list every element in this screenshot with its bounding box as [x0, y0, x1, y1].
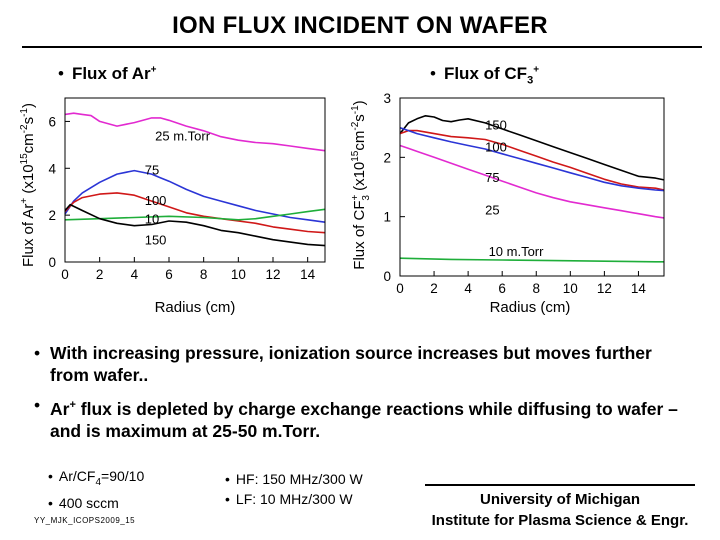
bullet-icon: •	[48, 494, 53, 511]
y-axis-label: Flux of CF+3 (x1015cm-2s-1)	[350, 100, 372, 269]
x-tick-label: 10	[231, 267, 246, 282]
x-tick-label: 12	[597, 281, 612, 296]
x-tick-label: 4	[464, 281, 472, 296]
y-tick-label: 4	[48, 161, 56, 176]
condition-item: • Ar/CF4=90/10	[48, 468, 145, 488]
y-tick-label: 1	[383, 210, 391, 225]
x-tick-label: 0	[396, 281, 404, 296]
plot-frame	[399, 97, 665, 277]
x-tick-label: 2	[430, 281, 438, 296]
institute-name: Institute for Plasma Science & Engr.	[431, 512, 689, 529]
x-tick-label: 4	[131, 267, 139, 282]
bullet-icon: •	[225, 471, 230, 487]
x-axis-label: Radius (cm)	[155, 299, 236, 316]
affiliation-rule	[425, 484, 695, 486]
title-underline	[22, 46, 702, 48]
y-tick-label: 6	[48, 114, 56, 129]
x-tick-label: 14	[631, 281, 647, 296]
x-tick-label: 10	[563, 281, 578, 296]
condition-item: • 400 sccm	[48, 494, 119, 511]
y-tick-label: 0	[383, 269, 391, 284]
x-tick-label: 8	[200, 267, 208, 282]
series-label: 150	[145, 233, 167, 248]
series-label: 10	[145, 212, 159, 227]
series-line	[399, 257, 664, 263]
series-line	[64, 112, 326, 152]
gas-conditions: • Ar/CF4=90/10 • 400 sccm	[48, 466, 144, 513]
bullet-icon: •	[48, 468, 53, 484]
affiliation: University of Michigan Institute for Pla…	[410, 489, 710, 531]
series-label: 100	[485, 140, 507, 155]
series-line	[399, 126, 665, 192]
series-line	[64, 208, 326, 221]
condition-item: • HF: 150 MHz/300 W	[225, 471, 363, 487]
x-axis-label: Radius (cm)	[490, 299, 571, 316]
finding-item: • With increasing pressure, ionization so…	[34, 343, 652, 385]
series-line	[64, 192, 326, 234]
series-label: 150	[485, 118, 507, 133]
y-tick-label: 0	[48, 255, 56, 270]
right-chart-heading: • Flux of CF3+	[430, 64, 540, 87]
condition-item: • LF: 10 MHz/300 W	[225, 491, 353, 507]
series-label: 25 m.Torr	[155, 128, 211, 143]
series-label: 75	[145, 162, 159, 177]
x-tick-label: 2	[96, 267, 104, 282]
bullet-icon: •	[34, 395, 41, 415]
y-tick-label: 3	[383, 91, 391, 106]
series-line	[64, 203, 326, 247]
slide-title: ION FLUX INCIDENT ON WAFER	[172, 12, 548, 39]
series-label: 10 m.Torr	[489, 244, 545, 259]
university-name: University of Michigan	[479, 491, 641, 508]
series-label: 25	[485, 203, 499, 218]
y-axis-label: Flux of Ar+ (x1015cm-2s-1)	[19, 103, 37, 267]
x-tick-label: 12	[265, 267, 280, 282]
slide-id: YY_MJK_ICOPS2009_15	[34, 516, 136, 525]
series-line	[399, 115, 665, 181]
plot-frame	[64, 97, 326, 263]
series-line	[64, 169, 326, 223]
x-tick-label: 6	[165, 267, 173, 282]
bullet-icon: •	[58, 64, 64, 83]
x-tick-label: 14	[300, 267, 316, 282]
x-tick-label: 0	[61, 267, 69, 282]
series-label: 75	[485, 170, 499, 185]
power-conditions: • HF: 150 MHz/300 W • LF: 10 MHz/300 W	[225, 469, 363, 509]
series-line	[399, 144, 665, 219]
x-tick-label: 6	[498, 281, 506, 296]
ar-flux-chart: 0 2 4 6 8 10 12 14 0 2 4 6 25 m.Torr 75 100 10 150 Radiu…	[19, 97, 326, 316]
series-line	[399, 129, 665, 191]
x-tick-label: 8	[533, 281, 541, 296]
y-tick-label: 2	[383, 150, 391, 165]
findings-list: • With increasing pressure, ionization so…	[34, 342, 694, 450]
series-label: 100	[145, 193, 167, 208]
y-tick-label: 2	[48, 208, 56, 223]
bullet-icon: •	[430, 64, 436, 83]
bullet-icon: •	[34, 343, 41, 363]
bullet-icon: •	[225, 491, 230, 507]
left-chart-heading: • Flux of Ar+	[58, 64, 157, 83]
finding-item: • Ar+ flux is depleted by charge exchange…	[34, 395, 678, 441]
